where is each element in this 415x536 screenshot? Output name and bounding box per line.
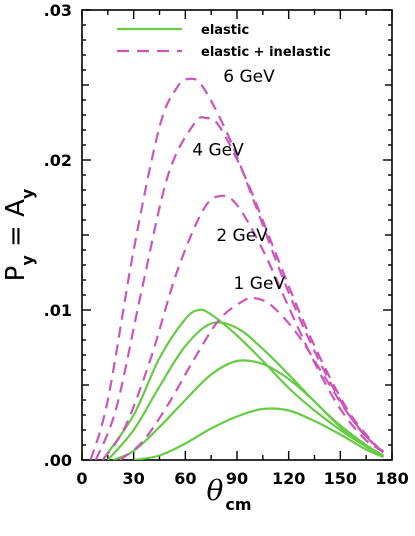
- y-axis-title-part: P: [1, 266, 31, 282]
- elastic-inelastic-curve-2gev: [101, 194, 384, 460]
- y-axis-ticks: [82, 9, 392, 461]
- y-tick-label: .02: [44, 151, 72, 170]
- y-tick-label: .00: [44, 451, 72, 470]
- y-axis-title-part: =: [1, 217, 31, 255]
- x-tick-label: 150: [324, 469, 357, 488]
- elastic-inelastic-curve-4gev: [94, 116, 385, 460]
- x-axis-title-subscript: cm: [225, 495, 251, 514]
- x-tick-label: 60: [174, 469, 196, 488]
- elastic-curve-2gev: [112, 359, 384, 460]
- y-tick-label: .03: [44, 1, 72, 20]
- curve-label: 6 GeV: [223, 67, 275, 87]
- elastic-curve-1gev: [133, 407, 384, 460]
- curve-label: 2 GeV: [216, 226, 268, 246]
- x-tick-label: 0: [76, 469, 87, 488]
- x-axis-title: θ cm: [206, 474, 251, 514]
- legend-label: elastic: [201, 23, 249, 38]
- legend: elastic elastic + inelastic: [117, 23, 331, 60]
- y-axis-title-part: A: [1, 199, 31, 217]
- x-tick-label: 90: [226, 469, 248, 488]
- y-axis-title-text: Py = Ay: [1, 188, 37, 281]
- x-tick-label: 30: [123, 469, 145, 488]
- curve-label: 4 GeV: [192, 141, 244, 161]
- legend-label: elastic + inelastic: [201, 45, 331, 60]
- curve-label: 1 GeV: [234, 274, 286, 294]
- x-tick-label: 180: [375, 469, 408, 488]
- series-group: [89, 77, 385, 460]
- x-axis-ticks: [81, 10, 393, 460]
- x-tick-label: 120: [272, 469, 305, 488]
- x-axis-title-symbol: θ: [206, 474, 223, 507]
- y-tick-label: .01: [44, 301, 72, 320]
- elastic-inelastic-curve-6gev: [89, 77, 385, 460]
- y-axis-title: Py = Ay: [1, 188, 37, 281]
- elastic-curve-6gev: [101, 308, 384, 460]
- y-axis-title-part: y: [18, 188, 37, 199]
- elastic-curve-4gev: [106, 321, 384, 460]
- y-axis-title-part: y: [18, 255, 37, 266]
